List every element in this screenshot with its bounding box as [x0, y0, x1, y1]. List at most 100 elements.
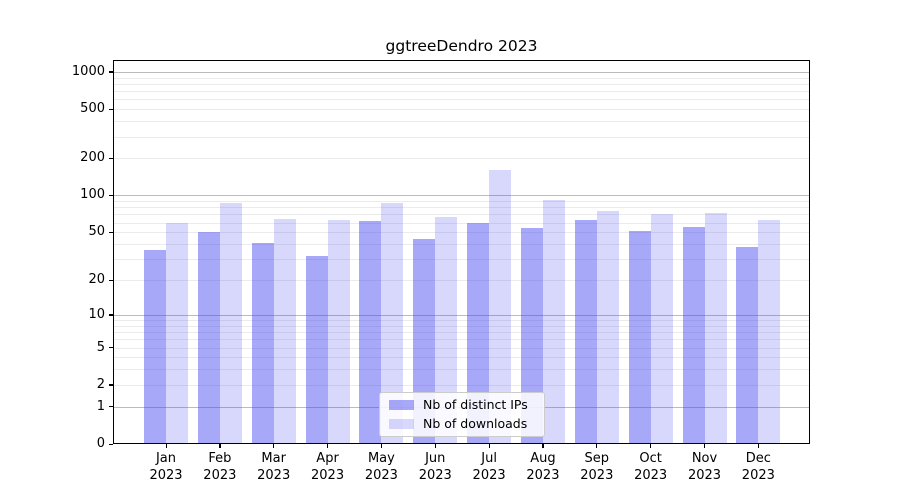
- minor-gridline: [114, 332, 809, 334]
- y-tick-mark: [109, 347, 113, 349]
- bar-nb-of-downloads: [758, 219, 781, 443]
- bar-nb-of-distinct-ips: [628, 231, 651, 443]
- plot-area: [113, 60, 810, 444]
- x-tick-label: May 2023: [364, 451, 398, 483]
- x-tick-mark: [488, 444, 490, 448]
- bar-nb-of-downloads: [704, 212, 727, 443]
- bar-nb-of-downloads: [327, 219, 350, 443]
- x-tick-label: Feb 2023: [203, 451, 237, 483]
- x-tick-label: Jan 2023: [149, 451, 183, 483]
- x-tick-label: Aug 2023: [526, 451, 560, 483]
- x-tick-label: Mar 2023: [257, 451, 291, 483]
- bar-nb-of-downloads: [650, 214, 673, 443]
- minor-gridline: [114, 91, 809, 93]
- bar-nb-of-downloads: [489, 170, 512, 443]
- x-tick-label: Apr 2023: [311, 451, 345, 483]
- y-tick-label: 2: [96, 376, 105, 392]
- minor-gridline: [114, 201, 809, 203]
- legend-label: Nb of downloads: [423, 416, 528, 431]
- bar-nb-of-downloads: [166, 222, 188, 443]
- y-tick-label: 10: [88, 306, 105, 322]
- x-tick-mark: [219, 444, 221, 448]
- bar-nb-of-distinct-ips: [251, 243, 274, 443]
- minor-gridline: [114, 222, 809, 224]
- y-tick-label: 500: [80, 101, 105, 117]
- legend-row: Nb of downloads: [389, 417, 535, 431]
- minor-gridline: [114, 339, 809, 341]
- minor-gridline: [114, 325, 809, 327]
- y-tick-mark: [109, 108, 113, 110]
- y-tick-label: 200: [80, 150, 105, 166]
- y-tick-label: 1000: [71, 63, 105, 79]
- y-tick-label: 5: [96, 339, 105, 355]
- major-gridline: [114, 195, 809, 197]
- x-tick-label: Nov 2023: [687, 451, 722, 483]
- legend: Nb of distinct IPs Nb of downloads: [379, 392, 545, 437]
- y-tick-mark: [109, 279, 113, 281]
- minor-gridline: [114, 244, 809, 245]
- bar-nb-of-distinct-ips: [574, 219, 597, 443]
- x-tick-mark: [542, 444, 544, 448]
- minor-gridline: [114, 121, 809, 123]
- bar-nb-of-downloads: [381, 203, 404, 443]
- chart-title: ggtreeDendro 2023: [385, 37, 538, 55]
- major-gridline: [114, 314, 809, 316]
- legend-row: Nb of distinct IPs: [389, 398, 535, 412]
- minor-gridline: [114, 357, 809, 359]
- y-tick-mark: [109, 314, 113, 316]
- minor-gridline: [114, 232, 809, 234]
- y-tick-label: 1: [96, 398, 105, 414]
- minor-gridline: [114, 280, 809, 282]
- y-tick-mark: [109, 384, 113, 386]
- legend-swatch: [389, 419, 414, 429]
- x-tick-mark: [434, 444, 436, 448]
- bar-nb-of-downloads: [273, 219, 296, 443]
- x-tick-mark: [757, 444, 760, 448]
- minor-gridline: [114, 158, 809, 160]
- x-tick-mark: [596, 444, 598, 448]
- x-tick-label: Jul 2023: [472, 451, 506, 483]
- y-tick-label: 20: [88, 272, 105, 288]
- bar-nb-of-distinct-ips: [682, 227, 705, 443]
- major-gridline: [114, 71, 809, 73]
- minor-gridline: [114, 77, 809, 79]
- x-tick-label: Dec 2023: [741, 451, 775, 483]
- minor-gridline: [114, 109, 809, 111]
- x-tick-mark: [380, 444, 383, 448]
- y-tick-mark: [109, 231, 113, 233]
- bar-nb-of-distinct-ips: [144, 250, 166, 443]
- bar-nb-of-downloads: [219, 202, 242, 443]
- minor-gridline: [114, 369, 809, 371]
- minor-gridline: [114, 214, 809, 216]
- bar-nb-of-downloads: [435, 216, 458, 443]
- bar-nb-of-distinct-ips: [520, 228, 543, 443]
- x-tick-label: Oct 2023: [634, 451, 668, 483]
- bar-nb-of-downloads: [596, 210, 619, 443]
- minor-gridline: [114, 347, 809, 349]
- minor-gridline: [114, 320, 809, 321]
- minor-gridline: [114, 136, 809, 138]
- minor-gridline: [114, 83, 809, 85]
- minor-gridline: [114, 207, 809, 209]
- x-tick-label: Jun 2023: [418, 451, 452, 483]
- y-tick-mark: [109, 71, 113, 73]
- x-tick-mark: [704, 444, 706, 448]
- y-tick-mark: [109, 443, 113, 445]
- x-tick-mark: [650, 444, 652, 448]
- minor-gridline: [114, 384, 809, 386]
- y-tick-mark: [109, 194, 113, 197]
- x-tick-mark: [273, 444, 275, 448]
- x-tick-mark: [165, 444, 167, 448]
- bar-nb-of-distinct-ips: [467, 222, 490, 443]
- bar-nb-of-downloads: [542, 199, 565, 443]
- minor-gridline: [114, 259, 809, 261]
- legend-swatch: [389, 400, 414, 410]
- y-tick-label: 50: [88, 224, 105, 240]
- bar-nb-of-distinct-ips: [359, 220, 382, 443]
- x-tick-mark: [327, 444, 329, 448]
- x-tick-label: Sep 2023: [580, 451, 614, 483]
- legend-label: Nb of distinct IPs: [423, 397, 528, 412]
- y-tick-mark: [109, 406, 113, 408]
- bar-nb-of-distinct-ips: [197, 232, 220, 443]
